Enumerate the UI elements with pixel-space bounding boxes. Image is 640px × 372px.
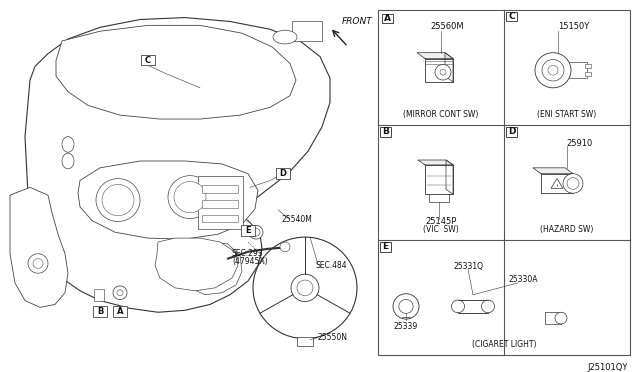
Bar xyxy=(93,307,107,317)
Text: 25910: 25910 xyxy=(566,138,593,148)
PathPatch shape xyxy=(78,161,258,239)
Bar xyxy=(380,127,391,137)
Bar xyxy=(241,225,255,236)
Text: 25331Q: 25331Q xyxy=(453,262,483,270)
Bar xyxy=(292,22,322,41)
Circle shape xyxy=(280,242,290,252)
Bar xyxy=(202,200,238,208)
Circle shape xyxy=(291,274,319,302)
Text: D: D xyxy=(508,127,515,136)
Text: 25540M: 25540M xyxy=(282,215,313,224)
Circle shape xyxy=(451,300,465,313)
Circle shape xyxy=(174,182,206,213)
Bar xyxy=(585,72,591,76)
Circle shape xyxy=(297,280,313,296)
Circle shape xyxy=(548,65,558,75)
Bar xyxy=(198,176,243,229)
Text: (CIGARET LIGHT): (CIGARET LIGHT) xyxy=(472,340,536,349)
Circle shape xyxy=(33,259,43,268)
Circle shape xyxy=(542,60,564,81)
Polygon shape xyxy=(551,179,563,188)
Bar xyxy=(506,127,517,137)
Text: C: C xyxy=(145,55,151,64)
Text: FRONT: FRONT xyxy=(342,17,372,26)
Text: J25101QY: J25101QY xyxy=(588,363,628,372)
Circle shape xyxy=(96,179,140,221)
Text: SEC.293: SEC.293 xyxy=(232,249,264,258)
Ellipse shape xyxy=(62,137,74,152)
Text: A: A xyxy=(384,14,391,23)
PathPatch shape xyxy=(185,242,242,295)
Circle shape xyxy=(555,312,567,324)
Bar xyxy=(94,289,104,301)
Text: A: A xyxy=(116,307,124,316)
Bar xyxy=(276,168,290,179)
Ellipse shape xyxy=(62,153,74,169)
Circle shape xyxy=(535,53,571,88)
Circle shape xyxy=(253,237,357,339)
Circle shape xyxy=(481,300,495,313)
Text: 25145P: 25145P xyxy=(426,217,457,227)
Circle shape xyxy=(249,225,263,239)
Circle shape xyxy=(440,69,446,75)
Text: E: E xyxy=(383,243,388,251)
Circle shape xyxy=(102,185,134,216)
Text: 25560M: 25560M xyxy=(431,22,464,32)
PathPatch shape xyxy=(56,25,296,119)
Bar xyxy=(425,58,453,82)
PathPatch shape xyxy=(155,238,238,291)
Text: (ENI START SW): (ENI START SW) xyxy=(538,110,596,119)
Polygon shape xyxy=(533,168,573,174)
Circle shape xyxy=(399,299,413,313)
Text: (HAZARD SW): (HAZARD SW) xyxy=(540,225,594,234)
Text: D: D xyxy=(280,169,287,178)
Bar xyxy=(425,165,453,194)
Circle shape xyxy=(252,228,260,236)
Bar xyxy=(382,14,393,23)
Text: SEC.484: SEC.484 xyxy=(316,261,348,270)
Text: 25339: 25339 xyxy=(394,322,418,331)
Circle shape xyxy=(567,177,579,189)
Bar xyxy=(567,62,587,78)
Text: B: B xyxy=(382,127,389,136)
Text: 25330A: 25330A xyxy=(508,275,538,284)
Bar xyxy=(545,312,561,324)
Bar xyxy=(141,55,155,65)
Bar xyxy=(378,10,630,355)
Text: C: C xyxy=(508,12,515,21)
PathPatch shape xyxy=(10,187,68,307)
Bar xyxy=(585,64,591,68)
Circle shape xyxy=(117,290,123,296)
Polygon shape xyxy=(417,53,453,58)
Polygon shape xyxy=(445,53,453,82)
Ellipse shape xyxy=(273,30,297,44)
Bar xyxy=(506,12,517,22)
Circle shape xyxy=(563,174,583,193)
Bar xyxy=(429,194,449,202)
Text: (47945X): (47945X) xyxy=(232,257,268,266)
Polygon shape xyxy=(446,160,453,194)
Text: (VIC  SW): (VIC SW) xyxy=(423,225,459,234)
Bar xyxy=(541,174,573,193)
Circle shape xyxy=(393,294,419,319)
Bar xyxy=(113,307,127,317)
Circle shape xyxy=(435,64,451,80)
Text: 15150Y: 15150Y xyxy=(557,22,589,32)
Text: 25550N: 25550N xyxy=(318,333,348,342)
Text: (MIRROR CONT SW): (MIRROR CONT SW) xyxy=(403,110,479,119)
Bar xyxy=(458,300,488,313)
Bar xyxy=(297,337,313,346)
Bar xyxy=(202,185,238,193)
Text: E: E xyxy=(245,226,251,235)
Text: B: B xyxy=(97,307,103,316)
Circle shape xyxy=(113,286,127,299)
Circle shape xyxy=(28,254,48,273)
Polygon shape xyxy=(418,160,453,165)
Bar xyxy=(202,215,238,222)
Circle shape xyxy=(168,176,212,219)
Bar xyxy=(380,242,391,252)
PathPatch shape xyxy=(25,17,330,312)
